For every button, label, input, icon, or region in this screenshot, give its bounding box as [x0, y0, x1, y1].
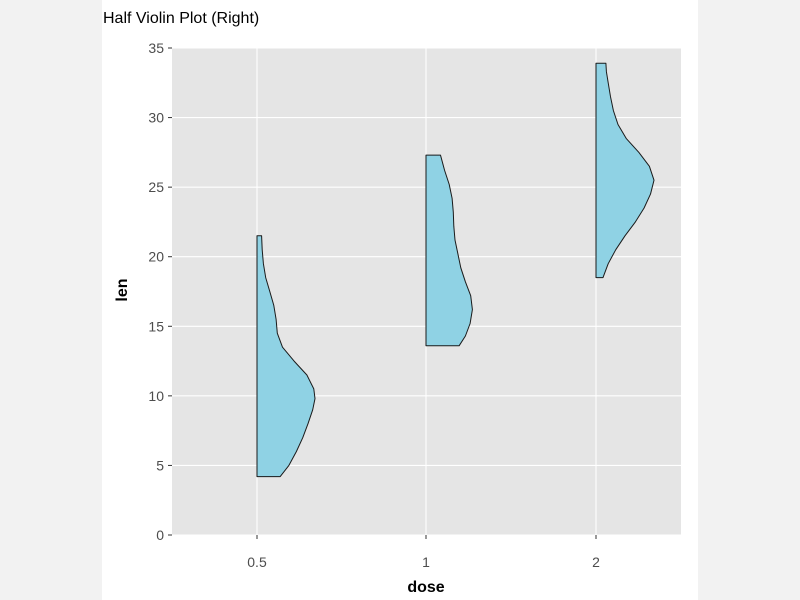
violin-0.5	[256, 235, 316, 478]
y-tick-label: 20	[148, 249, 164, 265]
violin-layer	[256, 62, 655, 478]
y-tick-label: 15	[148, 318, 164, 334]
y-tick-label: 25	[148, 179, 164, 195]
violin-2	[595, 62, 655, 279]
y-tick-label: 30	[148, 110, 164, 126]
y-axis-title: len	[114, 278, 131, 301]
y-tick-label: 35	[148, 40, 164, 56]
x-tick-label: 0.5	[247, 554, 267, 570]
chart-title: Half Violin Plot (Right)	[103, 10, 259, 27]
x-tick-label: 2	[592, 554, 600, 570]
y-tick-label: 0	[156, 527, 164, 543]
x-axis-title: dose	[407, 579, 444, 596]
axis-layer: 0 5 10 15 20 25 30 35 0.5 1 2	[148, 40, 600, 570]
violin-1	[425, 154, 473, 347]
y-tick-label: 5	[156, 457, 164, 473]
y-tick-label: 10	[148, 388, 164, 404]
x-tick-label: 1	[422, 554, 430, 570]
